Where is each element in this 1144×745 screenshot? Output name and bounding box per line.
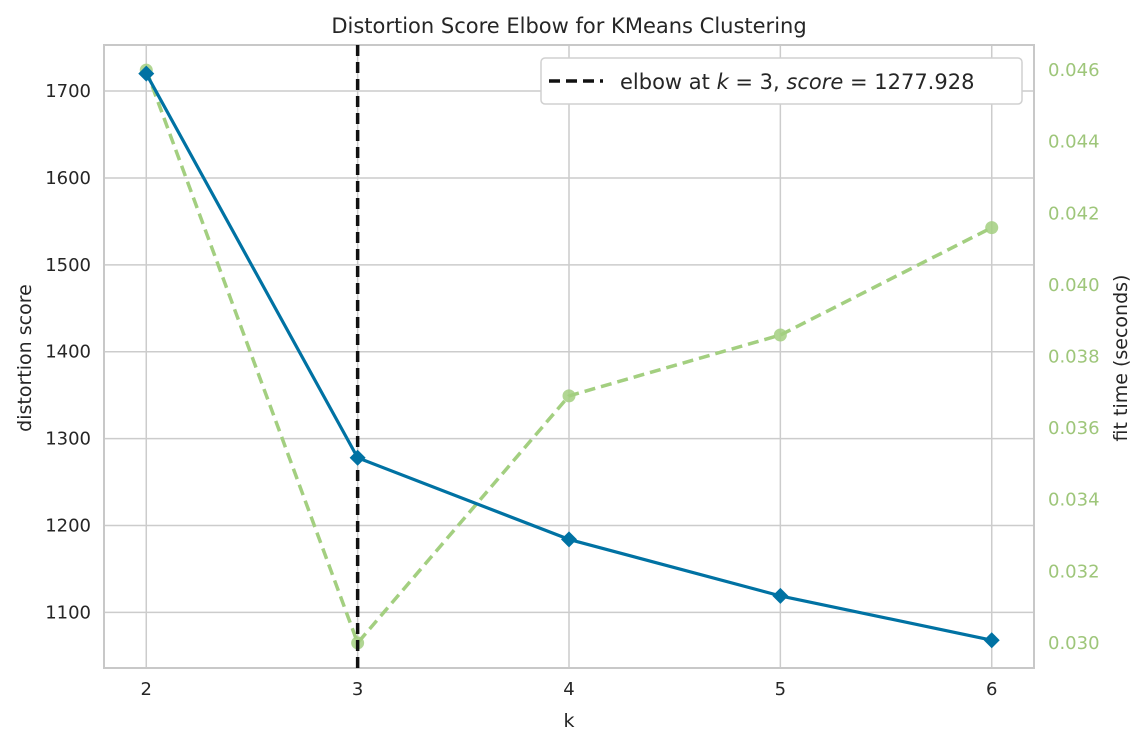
x-tick-label: 4 [563,679,574,700]
legend-label-part: elbow at [620,70,717,94]
fit-time-point [985,221,999,235]
legend-box [540,57,1023,105]
distortion-point [983,632,1000,649]
fit-time-point [773,328,787,342]
x-tick-label: 3 [352,679,363,700]
legend: elbow at k = 3, score = 1277.928 [540,57,1023,105]
right-y-tick-label: 0.042 [1048,203,1100,224]
distortion-point [772,587,789,604]
right-y-tick-label: 0.030 [1048,633,1100,654]
y-tick-label: 1200 [45,516,91,537]
distortion-point [561,531,577,548]
y-tick-label: 1600 [45,168,91,189]
legend-elbow-label: elbow at k = 3, score = 1277.928 [620,70,974,94]
legend-label-part: = 1277.928 [843,70,974,94]
legend-label-k: k [717,70,730,94]
right-y-tick-label: 0.046 [1048,60,1100,81]
grid [104,45,1034,668]
right-y-tick-label: 0.038 [1048,347,1100,368]
x-tick-label: 2 [141,679,152,700]
legend-label-part: = 3, [729,70,787,94]
y-tick-label: 1500 [45,255,91,276]
right-y-tick-label: 0.032 [1048,561,1100,582]
y-tick-label: 1400 [45,342,91,363]
y-axis-label: distortion score [14,284,36,432]
fit-time-point [562,389,576,403]
legend-label-score: score [786,70,843,94]
right-y-tick-label: 0.036 [1048,418,1100,439]
plot-area-frame [103,44,1035,669]
chart-title: Distortion Score Elbow for KMeans Cluste… [331,14,806,38]
x-axis-label: k [563,710,574,732]
right-y-axis-label: fit time (seconds) [1110,275,1132,442]
right-y-tick-label: 0.034 [1048,490,1100,511]
distortion-point [138,65,155,82]
x-tick-label: 6 [986,679,997,700]
distortion-point [349,449,366,466]
series-layer [138,45,1000,668]
y-tick-label: 1100 [45,602,91,623]
tick-labels: 2 3 4 5 6 1100 1200 1300 1400 1500 1600 1700 0.030 0.… [45,60,1099,700]
right-y-tick-label: 0.044 [1048,132,1100,153]
y-tick-label: 1300 [45,429,91,450]
right-y-tick-label: 0.040 [1048,275,1100,296]
x-tick-label: 5 [775,679,786,700]
y-tick-label: 1700 [45,81,91,102]
